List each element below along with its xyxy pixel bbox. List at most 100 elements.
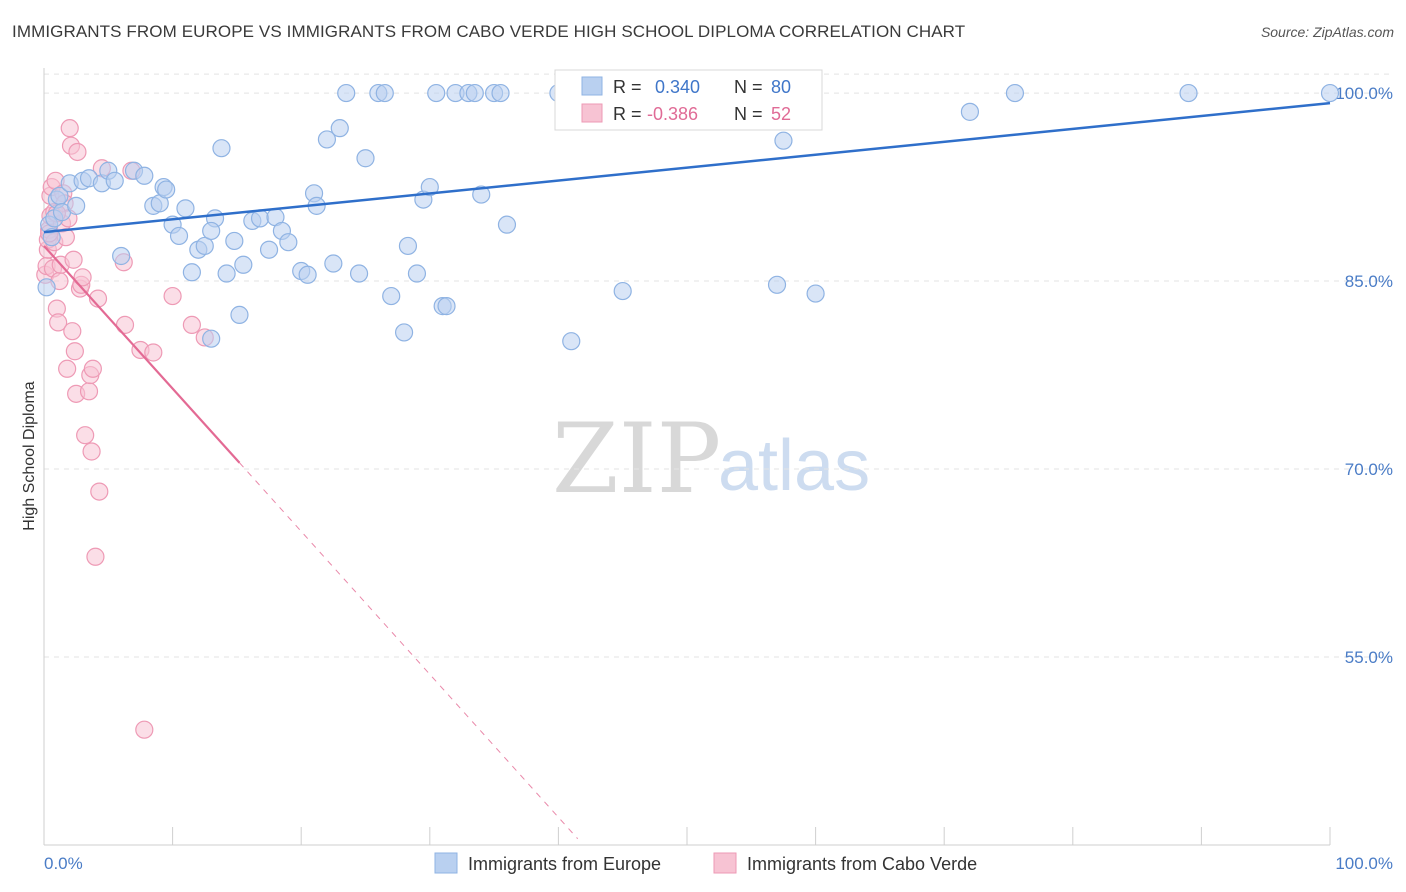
europe-point: [112, 246, 131, 266]
europe-point: [230, 305, 249, 324]
europe-point: [472, 185, 491, 204]
europe-point: [202, 221, 221, 241]
chart-title: IMMIGRANTS FROM EUROPE VS IMMIGRANTS FRO…: [12, 22, 966, 41]
europe-point: [420, 177, 439, 197]
europe-point: [349, 264, 369, 283]
y-tick-label: 55.0%: [1345, 648, 1393, 667]
europe-point: [279, 233, 298, 252]
source-credit: Source: ZipAtlas.com: [1260, 24, 1394, 40]
cabo-verde-point: [182, 315, 201, 335]
x-tick-label-min: 0.0%: [44, 854, 83, 873]
stats-cabo-r-label: R =: [613, 104, 642, 124]
europe-point: [437, 297, 456, 316]
cabo-verde-point: [90, 482, 109, 501]
cabo-verde-point: [83, 359, 102, 378]
watermark-zip: ZIP: [552, 403, 721, 515]
legend-europe-label: Immigrants from Europe: [468, 854, 661, 874]
cabo-verde-point: [68, 142, 87, 162]
stats-cabo-n-value: 52: [771, 104, 791, 124]
europe-point: [182, 263, 201, 282]
cabo-verde-point: [82, 442, 101, 461]
y-tick-labels: 55.0% 70.0% 85.0% 100.0%: [1335, 84, 1393, 667]
europe-point: [613, 281, 632, 301]
europe-point: [465, 83, 484, 103]
cabo-verde-point: [73, 268, 92, 287]
europe-point: [398, 236, 418, 256]
europe-point: [217, 264, 236, 283]
europe-point: [324, 254, 343, 273]
y-tick-label: 70.0%: [1345, 460, 1393, 479]
stats-cabo-swatch: [581, 103, 603, 123]
europe-point: [234, 255, 253, 274]
europe-point: [356, 149, 375, 168]
stats-europe-r-value: 0.340: [655, 77, 700, 97]
cabo-verde-point: [135, 720, 154, 739]
europe-point: [135, 166, 154, 185]
cabo-verde-point: [79, 382, 99, 401]
cabo-verde-point: [58, 359, 77, 378]
europe-point: [337, 83, 356, 103]
cabo-verde-point: [144, 343, 163, 362]
europe-point: [1005, 83, 1025, 103]
europe-point: [806, 284, 825, 303]
cabo-verde-point: [60, 119, 79, 138]
cabo-verde-trend-line: [43, 245, 241, 464]
europe-point: [169, 226, 189, 246]
y-tick-label: 85.0%: [1345, 272, 1393, 291]
europe-point: [330, 119, 349, 138]
europe-point: [176, 199, 195, 218]
cabo-verde-point: [163, 286, 182, 306]
stats-europe-n-value: 80: [771, 77, 791, 97]
cabo-verde-point: [86, 547, 105, 566]
europe-point: [1320, 83, 1340, 103]
europe-point: [562, 332, 581, 351]
y-axis-label: High School Diploma: [21, 381, 38, 531]
europe-trend-line: [43, 101, 1331, 234]
cabo-verde-point: [49, 313, 68, 332]
europe-point: [960, 102, 980, 121]
stats-cabo-r-value: -0.386: [647, 104, 698, 124]
cabo-verde-point: [64, 250, 83, 269]
europe-point: [767, 275, 787, 294]
europe-point: [259, 240, 279, 259]
stats-europe-n-label: N =: [734, 77, 763, 97]
europe-point: [225, 231, 244, 251]
europe-point: [375, 83, 394, 103]
legend-cabo-label: Immigrants from Cabo Verde: [747, 854, 977, 874]
europe-point: [212, 139, 231, 158]
cabo-verde-point: [65, 342, 84, 361]
series-europe-points: [37, 83, 1340, 351]
stats-cabo-n-label: N =: [734, 104, 763, 124]
europe-point: [195, 236, 214, 256]
europe-point: [67, 196, 86, 215]
europe-point: [774, 131, 793, 150]
legend-cabo-swatch: [713, 852, 737, 874]
cabo-verde-point: [63, 322, 82, 341]
cabo-verde-point: [76, 426, 95, 445]
gridlines: [44, 73, 1390, 658]
y-tick-label: 100.0%: [1335, 84, 1393, 103]
watermark-atlas: atlas: [718, 426, 870, 506]
europe-point: [202, 329, 221, 348]
europe-point: [317, 130, 337, 149]
stats-europe-swatch: [581, 76, 603, 96]
europe-point: [497, 215, 517, 234]
europe-point: [382, 286, 401, 306]
stats-europe-r-label: R =: [613, 77, 642, 97]
cabo-verde-trend-extension: [239, 462, 579, 840]
europe-point: [407, 264, 427, 283]
europe-point: [105, 171, 124, 190]
europe-point: [157, 180, 176, 199]
x-axis-ticks: [43, 827, 1331, 845]
legend-europe-swatch: [434, 852, 458, 874]
europe-point: [491, 83, 510, 103]
stats-box: R = 0.340 N = 80 R = -0.386 N = 52: [554, 69, 823, 131]
europe-point: [427, 83, 446, 103]
europe-point: [250, 209, 270, 228]
europe-point: [1179, 83, 1198, 103]
europe-point: [37, 278, 56, 297]
legend: Immigrants from Europe Immigrants from C…: [434, 852, 977, 874]
trend-lines: [43, 101, 1331, 840]
europe-point: [298, 265, 317, 284]
